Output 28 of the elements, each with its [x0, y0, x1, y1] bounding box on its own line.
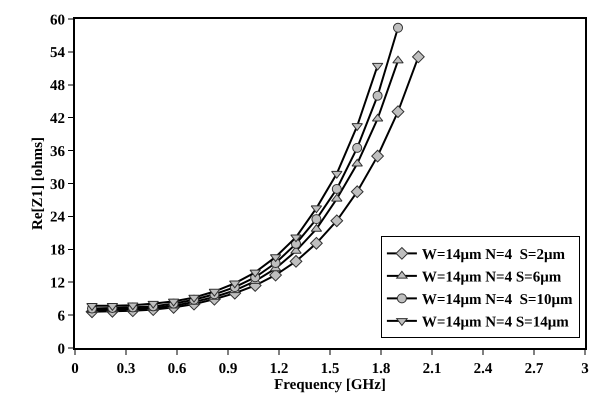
x-tick-label: 2.4: [474, 361, 493, 377]
y-tick-label: 54: [50, 45, 66, 62]
x-tick-label: 2.7: [524, 361, 544, 377]
x-tick-label: 0.6: [168, 361, 187, 377]
y-tick-label: 12: [50, 275, 65, 292]
legend-label: W=14μm N=4 S=6μm: [422, 270, 562, 286]
y-tick-label: 60: [50, 12, 65, 28]
legend-label: W=14μm N=4 S=14μm: [422, 314, 570, 331]
y-axis-title: Re[Z1] [ohms]: [30, 137, 46, 230]
legend-label: W=14μm N=4 S=2μm: [422, 247, 566, 264]
x-tick-label: 2.1: [422, 361, 442, 377]
y-tick-label: 6: [58, 308, 66, 324]
x-tick-label: 0.9: [218, 361, 238, 377]
x-tick-label: 1.8: [372, 361, 390, 377]
x-tick-label: 0: [71, 361, 79, 377]
y-tick-label: 48: [50, 78, 65, 94]
y-tick-label: 24: [50, 210, 66, 226]
legend-label: W=14μm N=4 S=10μm: [422, 292, 573, 308]
x-tick-label: 0.3: [116, 361, 136, 377]
y-tick-label: 0: [58, 341, 65, 358]
y-tick-label: 18: [50, 242, 65, 259]
x-tick-label: 1.2: [270, 361, 288, 377]
x-axis-title: Frequency [GHz]: [274, 377, 386, 393]
y-tick-label: 36: [50, 144, 66, 160]
x-tick-label: 3: [581, 361, 589, 377]
y-tick-label: 42: [50, 110, 65, 127]
y-tick-label: 30: [50, 176, 65, 193]
x-tick-label: 1.5: [320, 361, 340, 377]
